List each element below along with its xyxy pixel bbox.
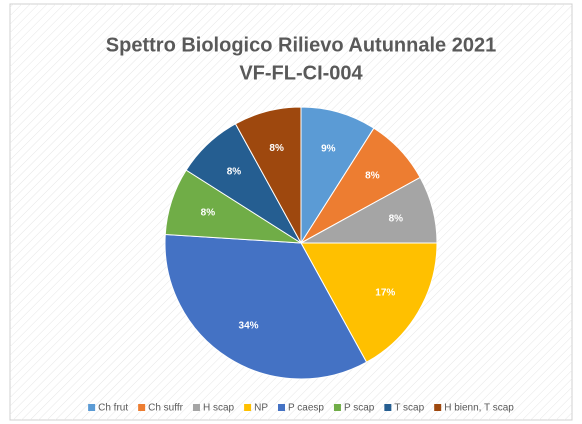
chart-title: Spettro Biologico Rilievo Autunnale 2021 [106,34,496,56]
legend-label: Ch suffr [148,403,183,414]
legend-swatch [384,404,392,411]
legend-swatch [192,404,200,411]
data-label: 8% [227,166,242,177]
legend-swatch [138,404,146,411]
data-label: 17% [375,287,395,298]
legend-label: T scap [394,403,424,414]
data-label: 8% [389,213,404,224]
data-label: 8% [365,171,380,182]
data-label: 9% [321,144,336,155]
legend-swatch [333,404,341,411]
legend-swatch [434,404,442,411]
legend-label: Ch frut [98,403,128,414]
legend-label: P scap [344,403,375,414]
data-label: 8% [201,207,216,218]
legend-label: P caesp [288,403,324,414]
legend-label: NP [254,403,268,414]
data-label: 34% [239,320,259,331]
pie-slice [300,242,438,363]
legend-label: H bienn, T scap [444,403,514,414]
legend-swatch [88,404,96,411]
legend-swatch [244,404,252,411]
pie-slice [234,106,302,244]
legend-label: H scap [203,403,235,414]
legend-swatch [278,404,286,411]
chart-subtitle: VF-FL-CI-004 [239,62,363,84]
data-label: 8% [269,143,284,154]
pie-slice [164,233,368,380]
